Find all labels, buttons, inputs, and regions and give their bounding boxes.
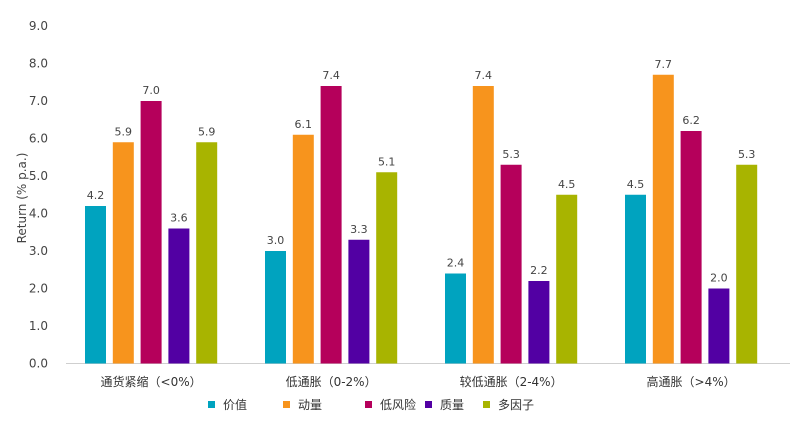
data-label: 4.5: [627, 178, 645, 191]
data-label: 5.1: [378, 155, 396, 168]
legend-swatch: [425, 401, 432, 408]
data-label: 5.3: [738, 148, 756, 161]
y-tick-label: 7.0: [29, 94, 48, 108]
data-label: 3.0: [267, 234, 285, 247]
data-label: 4.2: [87, 189, 105, 202]
bar: [472, 86, 494, 364]
bar: [265, 251, 286, 364]
legend-label: 低风险: [380, 397, 416, 412]
bar: [85, 206, 106, 364]
legend-label: 多因子: [498, 398, 534, 412]
bar: [376, 172, 398, 364]
data-label: 5.9: [115, 125, 133, 138]
data-label: 7.0: [142, 84, 160, 97]
legend-swatch: [365, 401, 372, 408]
bar: [140, 101, 162, 364]
y-axis-title: Return (% p.a.): [15, 153, 29, 244]
y-tick-label: 1.0: [29, 319, 48, 333]
bar: [736, 164, 758, 364]
bar: [528, 281, 550, 364]
legend-label: 价值: [223, 397, 247, 412]
legend-label: 质量: [440, 398, 464, 412]
y-tick-label: 6.0: [29, 132, 48, 146]
legend-swatch: [283, 401, 290, 408]
data-label: 6.2: [682, 114, 700, 127]
bar: [292, 134, 314, 364]
data-label: 7.4: [475, 69, 493, 82]
y-tick-label: 2.0: [29, 282, 48, 296]
bar: [556, 194, 578, 364]
bar: [196, 142, 218, 364]
bar: [348, 239, 370, 364]
data-label: 7.7: [655, 58, 673, 71]
data-label: 7.4: [322, 69, 340, 82]
legend-label: 动量: [298, 398, 322, 412]
y-tick-label: 0.0: [29, 357, 48, 371]
category-label: 低通胀（0-2%）: [286, 375, 377, 389]
bar: [680, 131, 702, 364]
data-label: 2.2: [530, 264, 548, 277]
bar: [500, 164, 522, 364]
bar: [168, 228, 190, 364]
data-label: 4.5: [558, 178, 576, 191]
bar: [320, 86, 342, 364]
category-label: 通货紧缩（<0%）: [101, 374, 202, 389]
legend-swatch: [208, 401, 215, 408]
bar: [708, 288, 730, 364]
data-label: 6.1: [295, 118, 313, 131]
legend-swatch: [483, 401, 490, 408]
y-tick-label: 8.0: [29, 57, 48, 71]
y-tick-label: 4.0: [29, 207, 48, 221]
category-label: 高通胀（>4%）: [647, 374, 736, 389]
y-tick-label: 3.0: [29, 244, 48, 258]
data-label: 5.9: [198, 125, 216, 138]
data-label: 3.3: [350, 223, 368, 236]
y-tick-label: 5.0: [29, 169, 48, 183]
bar: [652, 74, 674, 364]
category-label: 较低通胀（2-4%）: [460, 374, 563, 389]
data-label: 2.4: [447, 257, 465, 270]
data-label: 3.6: [170, 212, 188, 225]
data-label: 2.0: [710, 272, 728, 285]
data-label: 5.3: [502, 148, 520, 161]
bar: [112, 142, 134, 364]
y-tick-label: 9.0: [29, 19, 48, 33]
bar: [445, 273, 466, 364]
bar: [625, 194, 646, 364]
